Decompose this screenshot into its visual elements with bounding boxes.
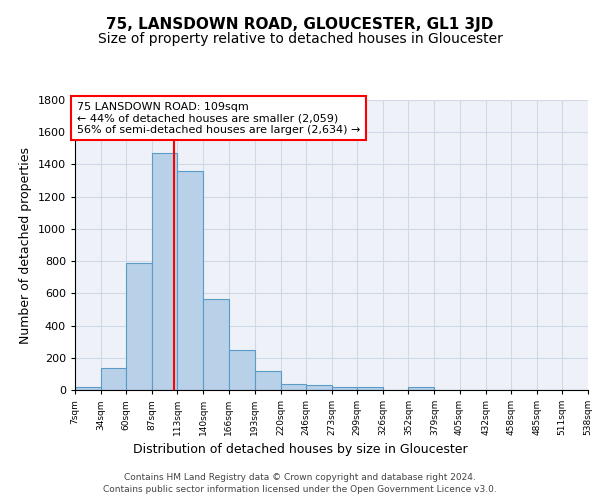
Bar xyxy=(203,299,229,390)
Text: 75, LANSDOWN ROAD, GLOUCESTER, GL1 3JD: 75, LANSDOWN ROAD, GLOUCESTER, GL1 3JD xyxy=(106,18,494,32)
Text: Contains public sector information licensed under the Open Government Licence v3: Contains public sector information licen… xyxy=(103,485,497,494)
Bar xyxy=(332,387,357,390)
Bar xyxy=(178,171,203,390)
Y-axis label: Number of detached properties: Number of detached properties xyxy=(19,146,32,344)
Text: Size of property relative to detached houses in Gloucester: Size of property relative to detached ho… xyxy=(98,32,502,46)
Bar xyxy=(152,153,178,390)
Bar xyxy=(75,387,101,390)
Bar xyxy=(409,387,434,390)
Bar xyxy=(357,387,383,390)
Text: 75 LANSDOWN ROAD: 109sqm
← 44% of detached houses are smaller (2,059)
56% of sem: 75 LANSDOWN ROAD: 109sqm ← 44% of detach… xyxy=(77,102,361,135)
Bar xyxy=(254,372,281,390)
Text: Distribution of detached houses by size in Gloucester: Distribution of detached houses by size … xyxy=(133,442,467,456)
Bar xyxy=(126,262,152,390)
Bar xyxy=(229,350,254,390)
Bar xyxy=(101,368,126,390)
Text: Contains HM Land Registry data © Crown copyright and database right 2024.: Contains HM Land Registry data © Crown c… xyxy=(124,472,476,482)
Bar xyxy=(306,385,332,390)
Bar xyxy=(281,384,306,390)
